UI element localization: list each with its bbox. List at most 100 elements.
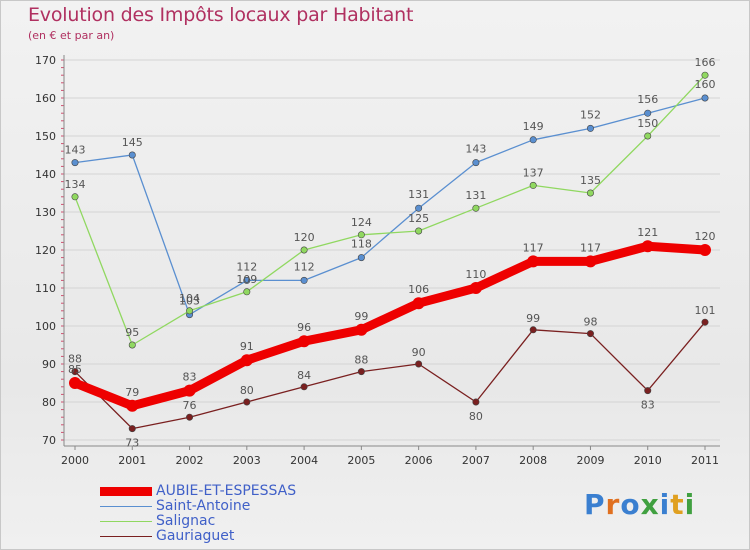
data-label-2-8: 137 <box>523 166 544 179</box>
data-label-3-5: 88 <box>354 354 368 367</box>
point-1-11 <box>701 94 709 102</box>
x-tick-label-2004: 2004 <box>290 454 318 467</box>
y-tick-label-160: 160 <box>35 92 56 105</box>
x-tick-label-2006: 2006 <box>405 454 433 467</box>
y-tick-label-120: 120 <box>35 244 56 257</box>
y-tick-label-100: 100 <box>35 320 56 333</box>
y-tick-label-80: 80 <box>42 396 56 409</box>
point-1-10 <box>644 109 652 117</box>
legend-swatch-gauriaguet <box>100 536 152 537</box>
data-label-0-11: 120 <box>695 230 716 243</box>
logo-letter: P <box>584 488 606 521</box>
data-label-2-1: 95 <box>125 326 139 339</box>
data-label-2-3: 109 <box>236 273 257 286</box>
y-tick-label-140: 140 <box>35 168 56 181</box>
point-3-4 <box>300 383 308 391</box>
point-0-9 <box>584 255 597 268</box>
data-label-0-2: 83 <box>183 371 197 384</box>
x-tick-label-2002: 2002 <box>176 454 204 467</box>
x-tick-label-2005: 2005 <box>347 454 375 467</box>
point-3-7 <box>472 398 480 406</box>
point-0-2 <box>183 384 196 397</box>
point-0-6 <box>412 297 425 310</box>
point-2-3 <box>243 288 251 296</box>
logo-letter: i <box>684 488 696 521</box>
point-2-2 <box>186 307 194 315</box>
y-tick-label-110: 110 <box>35 282 56 295</box>
legend-label-saint-antoine: Saint-Antoine <box>156 498 251 514</box>
data-label-1-5: 118 <box>351 238 372 251</box>
point-1-8 <box>529 136 537 144</box>
axes: 70 80 90 100 110 120 130 140 150 160 170 2000 2001 20… <box>35 54 720 467</box>
data-label-0-4: 96 <box>297 321 311 334</box>
series-line-3 <box>74 321 706 430</box>
point-3-3 <box>243 398 251 406</box>
grid-lines <box>64 59 720 441</box>
point-0-5 <box>355 323 368 336</box>
y-tick-label-90: 90 <box>42 358 56 371</box>
point-0-11 <box>699 244 711 256</box>
data-labels: 143 145 103 112 112 118 131 143 149 152 156 160 134 9… <box>65 56 716 449</box>
point-1-4 <box>300 276 308 284</box>
data-label-0-8: 117 <box>523 241 544 254</box>
y-tick-label-170: 170 <box>35 54 56 67</box>
data-label-2-4: 120 <box>294 231 315 244</box>
point-3-8 <box>529 326 537 334</box>
data-label-0-5: 99 <box>354 310 368 323</box>
y-tick-label-70: 70 <box>42 434 56 447</box>
data-label-2-0: 134 <box>65 178 86 191</box>
data-label-3-4: 84 <box>297 369 311 382</box>
series-line-0 <box>70 241 710 411</box>
x-tick-label-2008: 2008 <box>519 454 547 467</box>
series-line-2 <box>74 74 706 346</box>
data-label-1-4: 112 <box>294 260 315 273</box>
chart-subtitle: (en € et par an) <box>28 29 115 42</box>
point-2-5 <box>357 231 365 239</box>
data-label-3-3: 80 <box>240 384 254 397</box>
data-label-2-9: 135 <box>580 174 601 187</box>
data-label-1-1: 145 <box>122 136 143 149</box>
x-tick-label-2001: 2001 <box>118 454 146 467</box>
legend-label-salignac: Salignac <box>156 513 216 529</box>
logo-letter: i <box>659 488 671 521</box>
point-1-9 <box>586 124 594 132</box>
series-line-1 <box>74 97 706 316</box>
legend-label-gauriaguet: Gauriaguet <box>156 528 235 544</box>
data-label-1-2: 103 <box>179 295 200 308</box>
data-label-0-7: 110 <box>465 268 486 281</box>
data-label-3-8: 99 <box>526 312 540 325</box>
data-label-3-0: 88 <box>68 353 82 366</box>
data-label-2-11: 166 <box>695 56 716 69</box>
point-0-10 <box>641 240 654 253</box>
point-2-4 <box>300 246 308 254</box>
data-label-1-3: 112 <box>236 260 257 273</box>
series-lines <box>69 71 711 433</box>
point-3-10 <box>644 387 652 395</box>
data-label-0-10: 121 <box>637 226 658 239</box>
x-tick-label-2003: 2003 <box>233 454 261 467</box>
point-3-0 <box>71 368 79 376</box>
data-label-0-9: 117 <box>580 241 601 254</box>
data-label-1-8: 149 <box>523 120 544 133</box>
point-3-9 <box>586 330 594 338</box>
data-label-1-10: 156 <box>637 93 658 106</box>
point-0-7 <box>469 282 482 294</box>
logo-letter: x <box>640 488 660 521</box>
data-label-2-5: 124 <box>351 216 372 229</box>
data-label-3-11: 101 <box>695 304 716 317</box>
point-2-9 <box>586 189 594 197</box>
data-label-2-7: 131 <box>465 189 486 202</box>
point-3-11 <box>701 318 709 326</box>
y-tick-label-130: 130 <box>35 206 56 219</box>
point-1-5 <box>357 254 365 262</box>
point-1-0 <box>71 159 79 167</box>
point-2-7 <box>472 204 480 212</box>
data-label-0-3: 91 <box>240 340 254 353</box>
logo-letter: r <box>605 488 621 521</box>
point-0-3 <box>240 354 253 367</box>
x-tick-label-2010: 2010 <box>634 454 662 467</box>
point-0-1 <box>126 399 139 412</box>
point-2-11 <box>701 71 709 79</box>
